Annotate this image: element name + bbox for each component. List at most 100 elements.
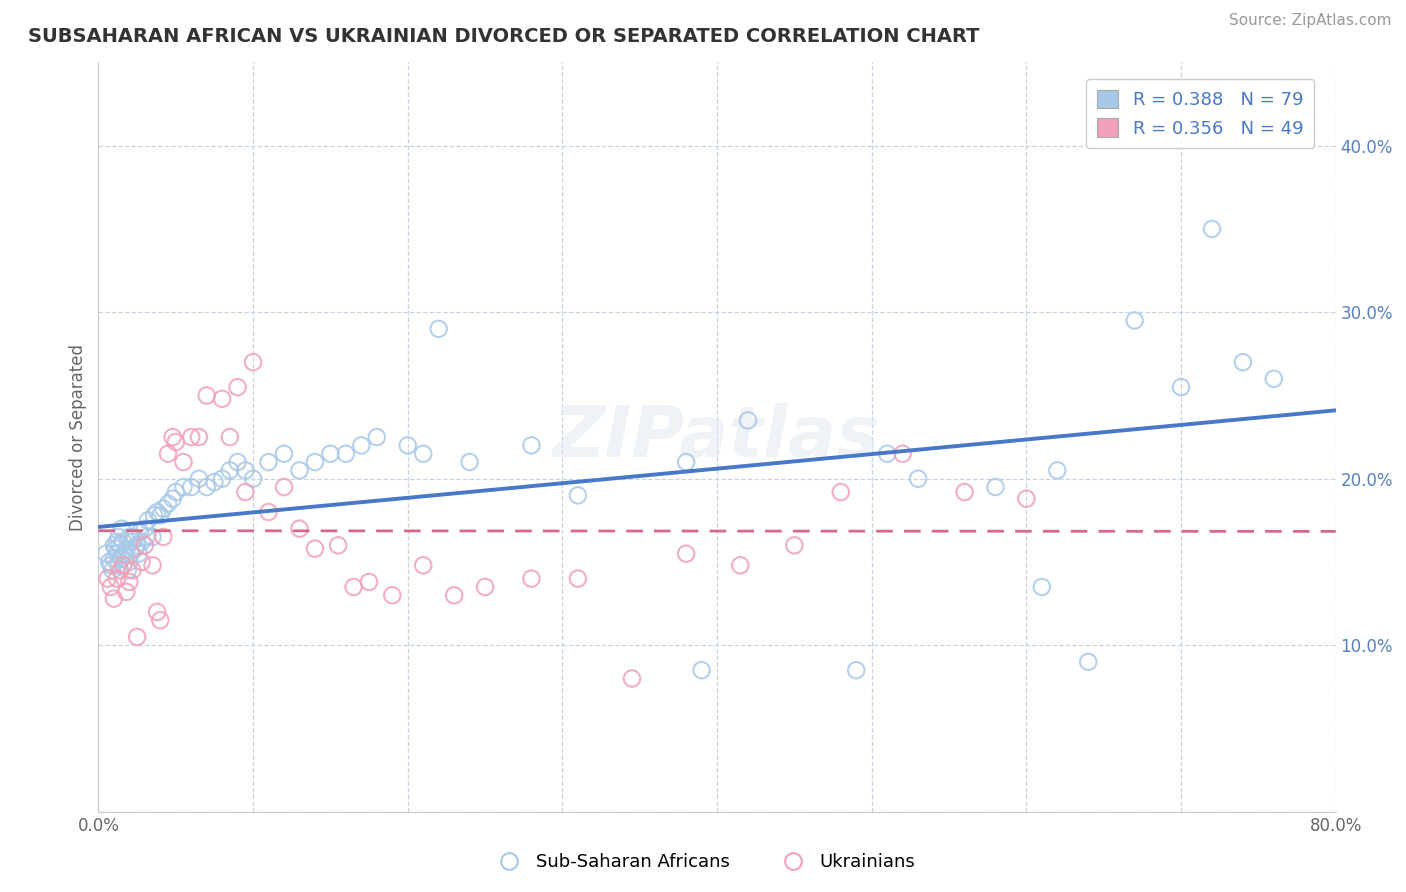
Point	[118, 530, 141, 544]
Point	[98, 555, 121, 569]
Point	[891, 447, 914, 461]
Point	[127, 538, 149, 552]
Point	[690, 663, 713, 677]
Point	[876, 447, 898, 461]
Point	[100, 558, 122, 573]
Point	[620, 672, 643, 686]
Point	[134, 538, 156, 552]
Point	[357, 574, 380, 589]
Point	[412, 447, 434, 461]
Point	[319, 447, 342, 461]
Point	[118, 555, 141, 569]
Point	[108, 538, 131, 552]
Point	[219, 430, 242, 444]
Point	[242, 355, 264, 369]
Point	[105, 547, 128, 561]
Point	[520, 572, 543, 586]
Point	[136, 513, 159, 527]
Legend: R = 0.388   N = 79, R = 0.356   N = 49: R = 0.388 N = 79, R = 0.356 N = 49	[1085, 79, 1315, 148]
Point	[567, 488, 589, 502]
Point	[180, 430, 202, 444]
Point	[111, 522, 132, 536]
Point	[188, 430, 211, 444]
Point	[211, 392, 233, 406]
Point	[304, 541, 326, 556]
Point	[675, 547, 697, 561]
Point	[103, 591, 125, 606]
Point	[96, 547, 118, 561]
Point	[108, 563, 131, 577]
Point	[152, 530, 174, 544]
Point	[675, 455, 697, 469]
Point	[737, 413, 759, 427]
Point	[111, 551, 132, 566]
Point	[233, 463, 257, 477]
Y-axis label: Divorced or Separated: Divorced or Separated	[69, 343, 87, 531]
Point	[118, 574, 141, 589]
Point	[103, 538, 125, 552]
Point	[165, 485, 187, 500]
Point	[1031, 580, 1053, 594]
Point	[1046, 463, 1069, 477]
Point	[105, 572, 128, 586]
Point	[112, 558, 135, 573]
Point	[211, 472, 233, 486]
Point	[180, 480, 202, 494]
Point	[105, 535, 128, 549]
Point	[783, 538, 806, 552]
Point	[458, 455, 481, 469]
Point	[567, 572, 589, 586]
Point	[129, 524, 152, 539]
Point	[204, 475, 226, 489]
Point	[326, 538, 350, 552]
Point	[172, 480, 194, 494]
Text: Source: ZipAtlas.com: Source: ZipAtlas.com	[1229, 13, 1392, 29]
Point	[907, 472, 929, 486]
Point	[146, 605, 169, 619]
Point	[343, 580, 366, 594]
Point	[104, 541, 127, 556]
Text: ZIPatlas: ZIPatlas	[554, 402, 880, 472]
Point	[172, 455, 194, 469]
Point	[412, 558, 434, 573]
Point	[366, 430, 388, 444]
Point	[100, 580, 122, 594]
Point	[845, 663, 868, 677]
Point	[165, 435, 187, 450]
Point	[152, 501, 174, 516]
Point	[226, 380, 249, 394]
Point	[443, 588, 465, 602]
Point	[830, 485, 852, 500]
Point	[143, 508, 166, 523]
Point	[242, 472, 264, 486]
Point	[474, 580, 496, 594]
Point	[1201, 222, 1223, 236]
Point	[984, 480, 1007, 494]
Point	[157, 447, 180, 461]
Point	[121, 535, 143, 549]
Point	[1077, 655, 1099, 669]
Point	[162, 430, 184, 444]
Point	[131, 555, 153, 569]
Point	[188, 472, 211, 486]
Point	[730, 558, 752, 573]
Point	[233, 485, 257, 500]
Point	[103, 551, 125, 566]
Point	[1170, 380, 1192, 394]
Point	[257, 505, 280, 519]
Legend: Sub-Saharan Africans, Ukrainians: Sub-Saharan Africans, Ukrainians	[484, 847, 922, 879]
Point	[427, 322, 450, 336]
Point	[141, 530, 165, 544]
Point	[304, 455, 326, 469]
Point	[350, 438, 373, 452]
Point	[114, 547, 136, 561]
Point	[1123, 313, 1146, 327]
Point	[101, 563, 124, 577]
Point	[146, 505, 169, 519]
Point	[115, 585, 138, 599]
Point	[120, 547, 142, 561]
Point	[335, 447, 357, 461]
Point	[273, 447, 295, 461]
Point	[115, 541, 138, 556]
Point	[157, 497, 180, 511]
